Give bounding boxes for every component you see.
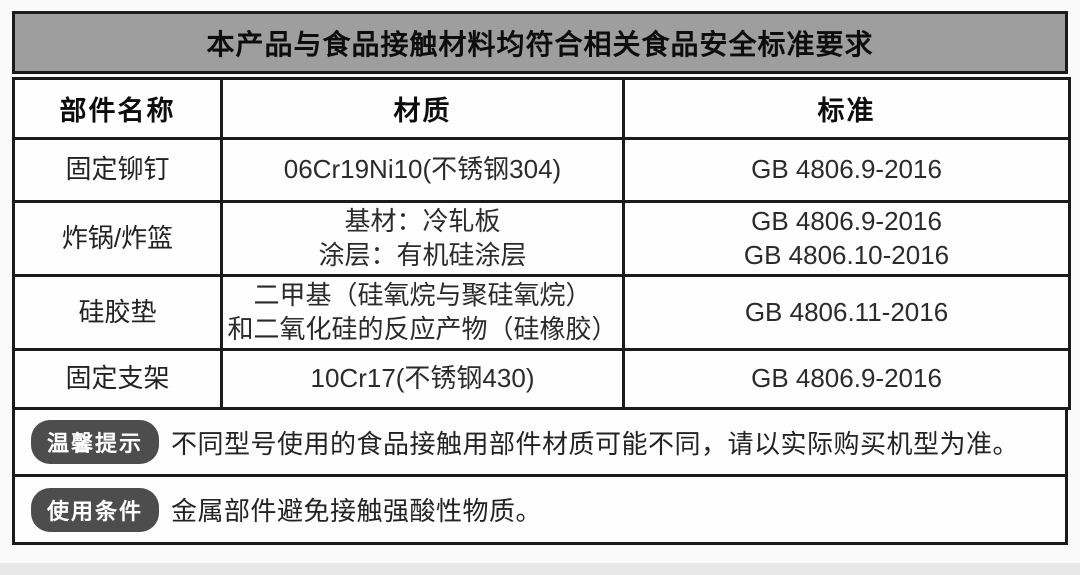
material-cell: 10Cr17(不锈钢430) xyxy=(220,348,625,410)
table-row: 固定支架 10Cr17(不锈钢430) GB 4806.9-2016 xyxy=(12,348,1071,410)
part-cell: 硅胶垫 xyxy=(12,274,223,351)
note-row: 使用条件 金属部件避免接触强酸性物质。 xyxy=(15,474,1065,542)
part-cell: 固定铆钉 xyxy=(12,137,223,203)
standard-cell: GB 4806.11-2016 xyxy=(622,274,1071,351)
table-body: 固定铆钉 06Cr19Ni10(不锈钢304) GB 4806.9-2016 炸锅/炸… xyxy=(12,137,1071,410)
material-cell: 基材：冷轧板 涂层：有机硅涂层 xyxy=(220,200,625,277)
note-text: 金属部件避免接触强酸性物质。 xyxy=(171,496,543,526)
standard-cell: GB 4806.9-2016 GB 4806.10-2016 xyxy=(622,200,1071,277)
notes-section: 温馨提示 不同型号使用的食品接触用部件材质可能不同，请以实际购买机型为准。 使用条件… xyxy=(12,410,1068,545)
material-cell: 二甲基（硅氧烷与聚硅氧烷） 和二氧化硅的反应产物（硅橡胶） xyxy=(220,274,625,351)
note-row: 温馨提示 不同型号使用的食品接触用部件材质可能不同，请以实际购买机型为准。 xyxy=(15,410,1065,474)
note-badge: 使用条件 xyxy=(31,487,160,532)
table-row: 硅胶垫 二甲基（硅氧烷与聚硅氧烷） 和二氧化硅的反应产物（硅橡胶） GB 4806.… xyxy=(12,274,1071,351)
material-cell: 06Cr19Ni10(不锈钢304) xyxy=(220,137,625,203)
standard-cell: GB 4806.9-2016 xyxy=(622,348,1071,410)
table-row: 固定铆钉 06Cr19Ni10(不锈钢304) GB 4806.9-2016 xyxy=(12,137,1071,203)
note-text: 不同型号使用的食品接触用部件材质可能不同，请以实际购买机型为准。 xyxy=(171,428,1020,459)
header-part-name: 部件名称 xyxy=(12,77,223,140)
standard-cell: GB 4806.9-2016 xyxy=(622,137,1071,203)
spec-table: 部件名称 材质 标准 固定铆钉 06Cr19Ni10(不锈钢304) GB 4806… xyxy=(12,77,1071,410)
page-bottom-strip xyxy=(0,563,1080,575)
header-standard: 标准 xyxy=(622,77,1071,140)
spec-sheet: 本产品与食品接触材料均符合相关食品安全标准要求 部件名称 材质 标准 固定铆钉 0… xyxy=(12,11,1071,545)
header-row: 部件名称 材质 标准 xyxy=(12,77,1071,140)
table-row: 炸锅/炸篮 基材：冷轧板 涂层：有机硅涂层 GB 4806.9-2016 GB 48… xyxy=(12,200,1071,277)
note-badge: 温馨提示 xyxy=(31,420,160,464)
sheet-title: 本产品与食品接触材料均符合相关食品安全标准要求 xyxy=(206,28,874,60)
part-cell: 炸锅/炸篮 xyxy=(12,200,223,277)
title-bar: 本产品与食品接触材料均符合相关食品安全标准要求 xyxy=(12,11,1068,74)
part-cell: 固定支架 xyxy=(12,348,223,410)
header-material: 材质 xyxy=(220,77,625,140)
